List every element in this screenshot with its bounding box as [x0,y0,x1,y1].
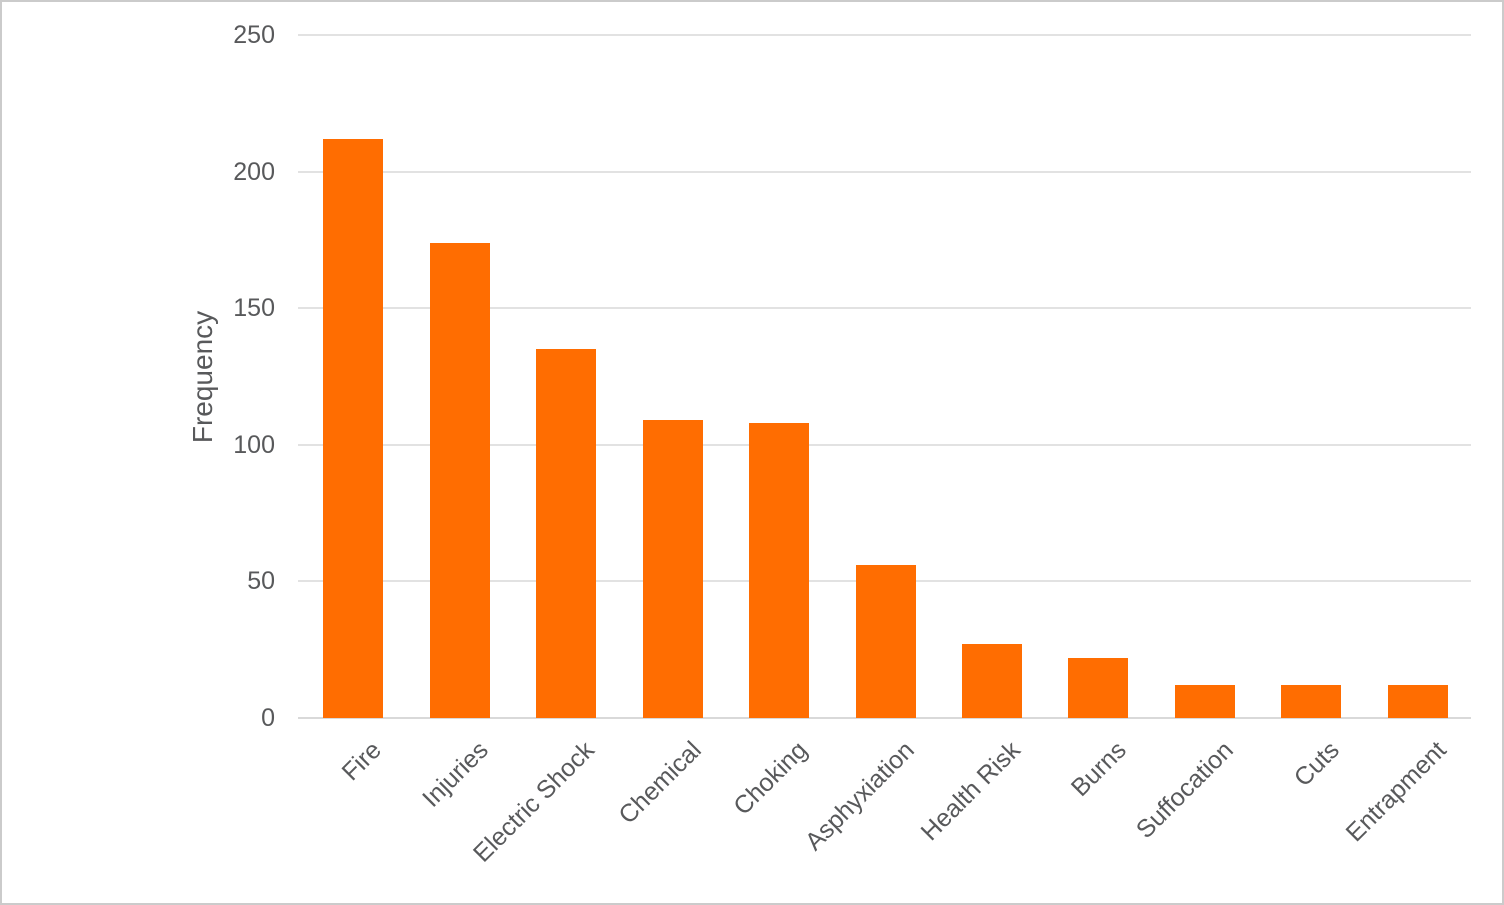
x-tick-label-burns: Burns [1066,736,1133,802]
bar-asphyxiation [855,565,916,718]
bar-chemical [642,420,703,718]
gridline-0 [298,717,1471,719]
x-tick-label-asphyxiation: Asphyxiation [799,736,920,857]
x-tick-label-fire: Fire [336,736,388,787]
y-tick-label-0: 0 [261,704,275,732]
bar-injuries [429,242,490,718]
bar-choking [749,422,810,718]
bar-health-risk [961,644,1022,718]
x-tick-label-injuries: Injuries [416,736,494,813]
y-tick-label-200: 200 [233,157,275,186]
gridline-200 [298,170,1471,173]
bar-electric-shock [536,349,597,718]
gridline-100 [298,443,1471,446]
bar-entrapment [1387,685,1448,718]
x-tick-label-health-risk: Health Risk [915,736,1026,847]
x-tick-label-cuts: Cuts [1288,736,1346,793]
bar-fire [323,138,384,718]
y-tick-label-250: 250 [233,21,275,49]
bar-cuts [1281,685,1342,718]
y-tick-label-100: 100 [233,430,275,459]
x-tick-label-entrapment: Entrapment [1340,736,1452,848]
x-tick-label-choking: Choking [728,736,813,821]
bar-suffocation [1174,685,1235,718]
y-tick-label-150: 150 [233,294,275,323]
bar-burns [1068,657,1129,718]
y-tick-label-50: 50 [247,567,275,596]
y-axis-title: Frequency [187,310,218,444]
gridline-150 [298,307,1471,310]
x-tick-label-suffocation: Suffocation [1130,736,1239,844]
x-tick-label-chemical: Chemical [612,736,707,830]
gridline-250 [298,34,1471,36]
